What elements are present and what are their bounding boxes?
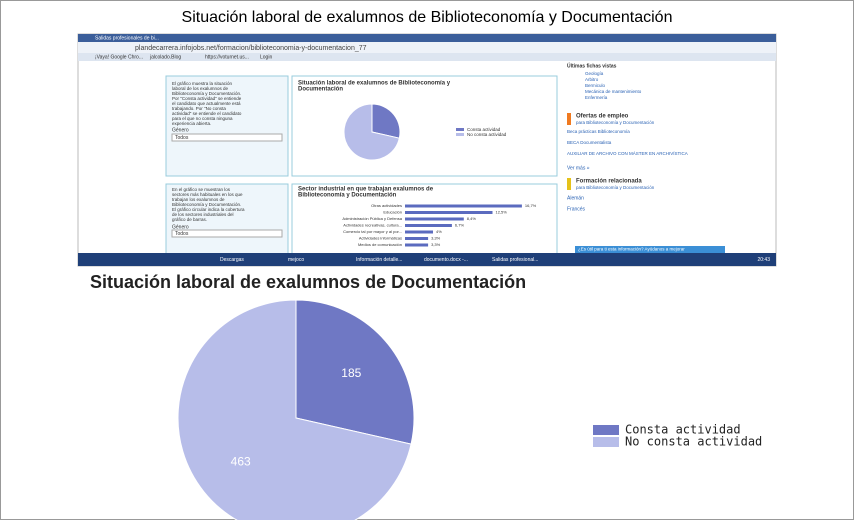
bar-value: 8,4% bbox=[467, 216, 477, 221]
more-link: Ver más » bbox=[567, 165, 590, 171]
sidebar-sub: para Biblioteconomía y Documentación bbox=[576, 185, 655, 190]
bar-value: 3,3% bbox=[431, 242, 441, 247]
legend-swatch bbox=[593, 437, 619, 447]
feedback: ¿Es útil para ti esta información? Ayúda… bbox=[578, 247, 685, 252]
legend-swatch bbox=[593, 425, 619, 435]
url: plandecarrera.infojobs.net/formacion/bib… bbox=[135, 45, 367, 52]
icon bbox=[567, 113, 571, 125]
bookmark: jalcolado.Blog bbox=[149, 54, 181, 60]
pie-label: 185 bbox=[341, 366, 361, 380]
bar-label: Actividades informáticas bbox=[359, 236, 402, 241]
bar-label: Comercio tal por mayor y al por... bbox=[343, 229, 402, 234]
recent-link: Bermiculo bbox=[585, 83, 606, 88]
bar bbox=[405, 244, 428, 247]
training-link: Alemán bbox=[567, 195, 584, 201]
bookmark: ¡Vaya! Google Chro... bbox=[95, 54, 143, 60]
bar-label: Otras actividades bbox=[371, 203, 402, 208]
taskbar-item: Descargas bbox=[220, 257, 244, 263]
tab-title: Salidas profesionales de bi... bbox=[95, 35, 159, 41]
label: Género bbox=[172, 127, 189, 133]
offer-link: AUXILIAR DE ARCHIVO CON MÁSTER EN ARCHIV… bbox=[567, 150, 688, 156]
intro-line: gráfico de barras. bbox=[172, 217, 207, 222]
panel-title: Documentación bbox=[298, 87, 343, 93]
legend-swatch bbox=[456, 128, 464, 131]
recent-link: Arbitro bbox=[585, 77, 599, 82]
dropdown-value: Todos bbox=[175, 135, 189, 141]
clock: 20:43 bbox=[757, 257, 770, 263]
bar-value: 3,3% bbox=[431, 236, 441, 241]
bookmark: https://voturnet.us... bbox=[205, 54, 249, 60]
bar bbox=[405, 237, 428, 240]
sidebar-title: Últimas fichas vistas bbox=[567, 62, 617, 69]
bar-value: 12,5% bbox=[496, 210, 508, 215]
legend-label: No consta actividad bbox=[467, 132, 507, 137]
dropdown-value: Todos bbox=[175, 231, 189, 237]
intro-line: experiencia abierta. bbox=[172, 121, 211, 126]
bar-label: Actividades recreativas, cultura... bbox=[343, 223, 402, 228]
taskbar-item: Salidas profesional... bbox=[492, 257, 538, 263]
bar bbox=[405, 224, 452, 227]
taskbar-item: Información detalle... bbox=[356, 257, 402, 263]
offer-link: Beca prácticas Biblioteconomía bbox=[567, 129, 630, 134]
dropdown bbox=[172, 134, 282, 141]
label: Género bbox=[172, 224, 189, 230]
bar-label: Medios de comunicación bbox=[358, 242, 402, 247]
bar-label: Educación bbox=[383, 210, 402, 215]
bar bbox=[405, 205, 522, 208]
sidebar-sub: para Biblioteconomía y Documentación bbox=[576, 120, 655, 125]
page: Situación laboral de exalumnos de Biblio… bbox=[0, 0, 854, 520]
bar bbox=[405, 211, 493, 214]
dropdown bbox=[172, 230, 282, 237]
recent-link: Geología bbox=[585, 71, 604, 76]
recent-link: Enfermería bbox=[585, 95, 608, 100]
recent-link: Mecánica de mantenimiento bbox=[585, 89, 642, 94]
bar bbox=[405, 231, 433, 234]
title-bar bbox=[78, 34, 776, 42]
offer-link: BECA Documentalista bbox=[567, 140, 612, 145]
taskbar-item: mejoco bbox=[288, 257, 304, 263]
bar-value: 6,7% bbox=[455, 223, 465, 228]
legend-label: No consta actividad bbox=[625, 435, 762, 449]
training-link: Francés bbox=[567, 206, 586, 212]
bar-value: 4% bbox=[436, 229, 442, 234]
panel-title: Biblioteconomía y Documentación bbox=[298, 193, 397, 199]
bookmark: Login bbox=[260, 54, 272, 60]
bar-value: 16,7% bbox=[525, 203, 537, 208]
bar bbox=[405, 218, 464, 221]
legend-swatch bbox=[456, 133, 464, 136]
bar-label: Administración Pública y Defensa bbox=[342, 216, 402, 221]
pie-label: 463 bbox=[231, 454, 251, 468]
page-title: Situación laboral de exalumnos de Biblio… bbox=[182, 9, 673, 26]
sidebar-title: Formación relacionada bbox=[576, 179, 642, 185]
sidebar-title: Ofertas de empleo bbox=[576, 114, 629, 120]
taskbar-item: documento.docx -... bbox=[424, 257, 468, 263]
bookmarks-bar bbox=[78, 53, 776, 61]
chart-title: Situación laboral de exalumnos de Docume… bbox=[90, 272, 526, 292]
icon bbox=[567, 178, 571, 190]
